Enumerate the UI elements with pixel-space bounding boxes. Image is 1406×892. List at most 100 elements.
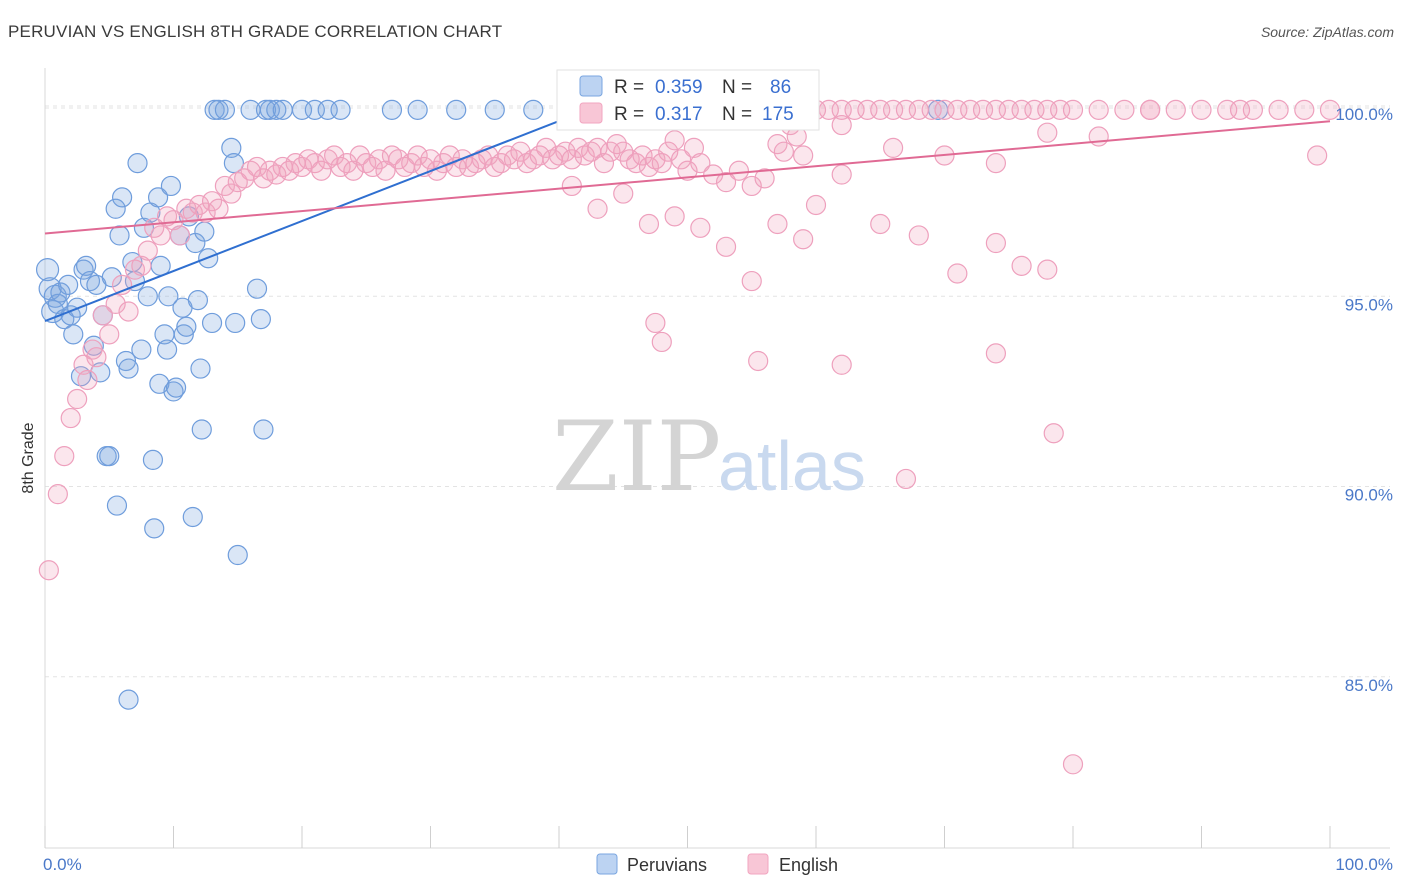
english-point (748, 350, 769, 372)
english-trend-line (44, 120, 1331, 235)
english-point (587, 137, 608, 159)
peruvian-point (79, 270, 101, 292)
english-point (246, 156, 268, 178)
y-tick-labels: 85.0% 90.0% 95.0% 100.0% (1335, 105, 1393, 695)
english-point (1037, 122, 1058, 143)
english-point (793, 145, 814, 166)
watermark-zip: ZIP (552, 401, 721, 513)
english-point (632, 145, 653, 166)
english-point (715, 236, 737, 257)
english-point (516, 153, 537, 174)
peruvian-point (221, 137, 242, 159)
english-point (831, 164, 852, 185)
peruvian-point (137, 286, 158, 307)
x-ticks (44, 826, 1331, 848)
english-point (593, 153, 615, 174)
english-point (754, 168, 775, 189)
english-point (227, 172, 248, 193)
english-point (651, 331, 672, 353)
legend-r-value-peruvians: 0.359 (655, 77, 703, 98)
axes (44, 68, 1390, 849)
peruvian-point (266, 99, 287, 120)
series-legend: Peruvians English (596, 853, 838, 875)
english-point (1011, 255, 1032, 276)
english-point (1191, 99, 1212, 120)
peruvian-point (76, 255, 97, 276)
peruvian-point (187, 289, 209, 311)
english-point (561, 149, 582, 170)
english-point (773, 141, 794, 162)
peruvian-point (133, 217, 155, 238)
english-point (439, 145, 460, 166)
english-point (1088, 99, 1109, 120)
english-point (484, 156, 505, 178)
peruvian-point (124, 270, 146, 292)
english-point (1062, 754, 1084, 775)
peruvian-point (158, 286, 179, 307)
x-tick-label-max: 100.0% (1335, 855, 1393, 874)
peruvian-point (160, 175, 182, 197)
english-point (458, 156, 480, 178)
english-point (536, 137, 557, 159)
english-point (548, 145, 570, 166)
peruvian-point (101, 267, 122, 288)
peruvian-point (106, 495, 128, 516)
english-point (677, 160, 698, 181)
peruvian-point (147, 187, 169, 208)
peruvian-point (115, 350, 137, 372)
peruvian-point (182, 506, 203, 528)
peruvian-point (246, 278, 268, 299)
english-point (985, 232, 1007, 254)
english-point (690, 153, 711, 174)
peruvian-point (446, 99, 467, 120)
english-point (375, 160, 396, 181)
english-point (118, 301, 139, 322)
legend-n-value-english: 175 (762, 104, 794, 125)
english-point (324, 145, 345, 166)
series-peruvians-points (35, 99, 949, 710)
english-point (221, 183, 242, 204)
english-point (908, 225, 929, 246)
english-point (54, 445, 75, 467)
peruvian-point (176, 316, 197, 337)
english-point (169, 225, 191, 246)
english-point (895, 468, 917, 490)
english-point (651, 153, 672, 174)
grid (45, 105, 1390, 678)
watermark-atlas: atlas (718, 427, 866, 505)
english-point (381, 145, 403, 166)
peruvian-point (201, 312, 223, 334)
english-point (619, 149, 640, 170)
y-tick-label: 100.0% (1335, 105, 1393, 124)
y-tick-label: 90.0% (1345, 486, 1393, 505)
english-point (985, 343, 1007, 364)
english-point (77, 369, 98, 391)
english-point (343, 160, 364, 181)
peruvian-point (190, 358, 211, 379)
peruvian-point (156, 339, 178, 360)
peruvian-point (208, 99, 229, 120)
correlation-legend: R = 0.359 N = 86 R = 0.317 N = 175 (556, 69, 820, 131)
peruvian-point (523, 99, 544, 120)
y-axis-label: 8th Grade (20, 422, 37, 493)
english-point (1062, 99, 1084, 120)
english-point (574, 145, 595, 166)
source-credit: Source: ZipAtlas.com (1260, 24, 1394, 40)
english-point (99, 324, 120, 345)
english-point (793, 229, 814, 250)
english-point (163, 210, 184, 231)
english-point (947, 263, 968, 284)
english-point (805, 194, 827, 216)
x-tick-label-min: 0.0% (43, 855, 82, 874)
peruvian-point (253, 419, 274, 440)
english-point (658, 141, 679, 162)
legend-n-label-peruvians: N = (722, 77, 752, 98)
english-point (407, 145, 428, 166)
peruvian-point (330, 99, 351, 120)
peruvian-point (250, 309, 271, 330)
english-point (73, 354, 94, 375)
legend-swatch-english (579, 102, 603, 124)
english-point (645, 149, 666, 170)
english-point (985, 153, 1007, 174)
